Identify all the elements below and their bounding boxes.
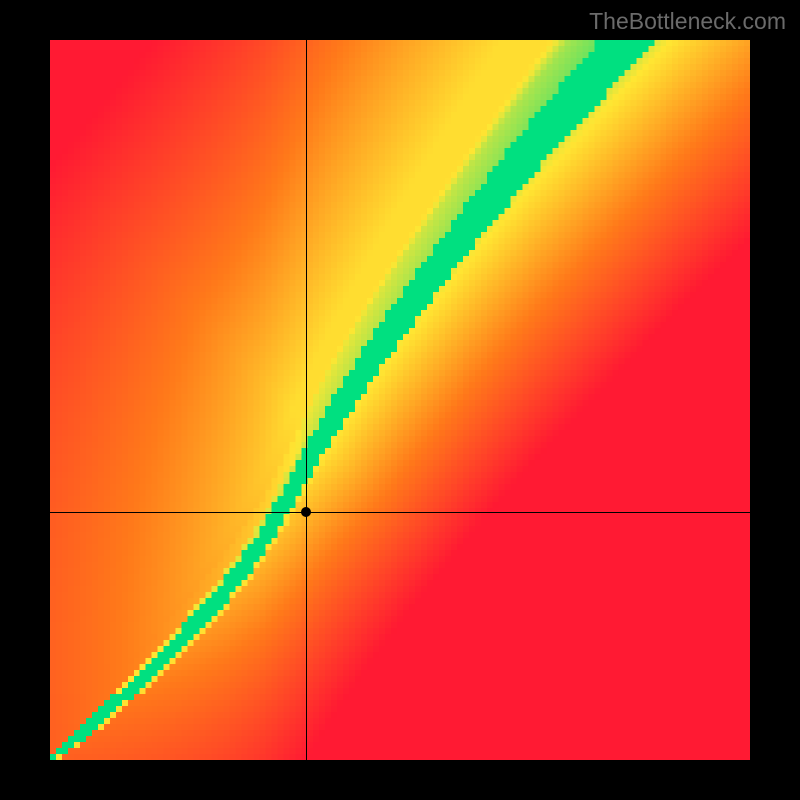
crosshair-vertical [306,40,307,760]
crosshair-horizontal [50,512,750,513]
watermark-text: TheBottleneck.com [589,8,786,35]
crosshair-marker [301,507,311,517]
chart-container: TheBottleneck.com [0,0,800,800]
heatmap-canvas [50,40,750,760]
plot-area [50,40,750,760]
